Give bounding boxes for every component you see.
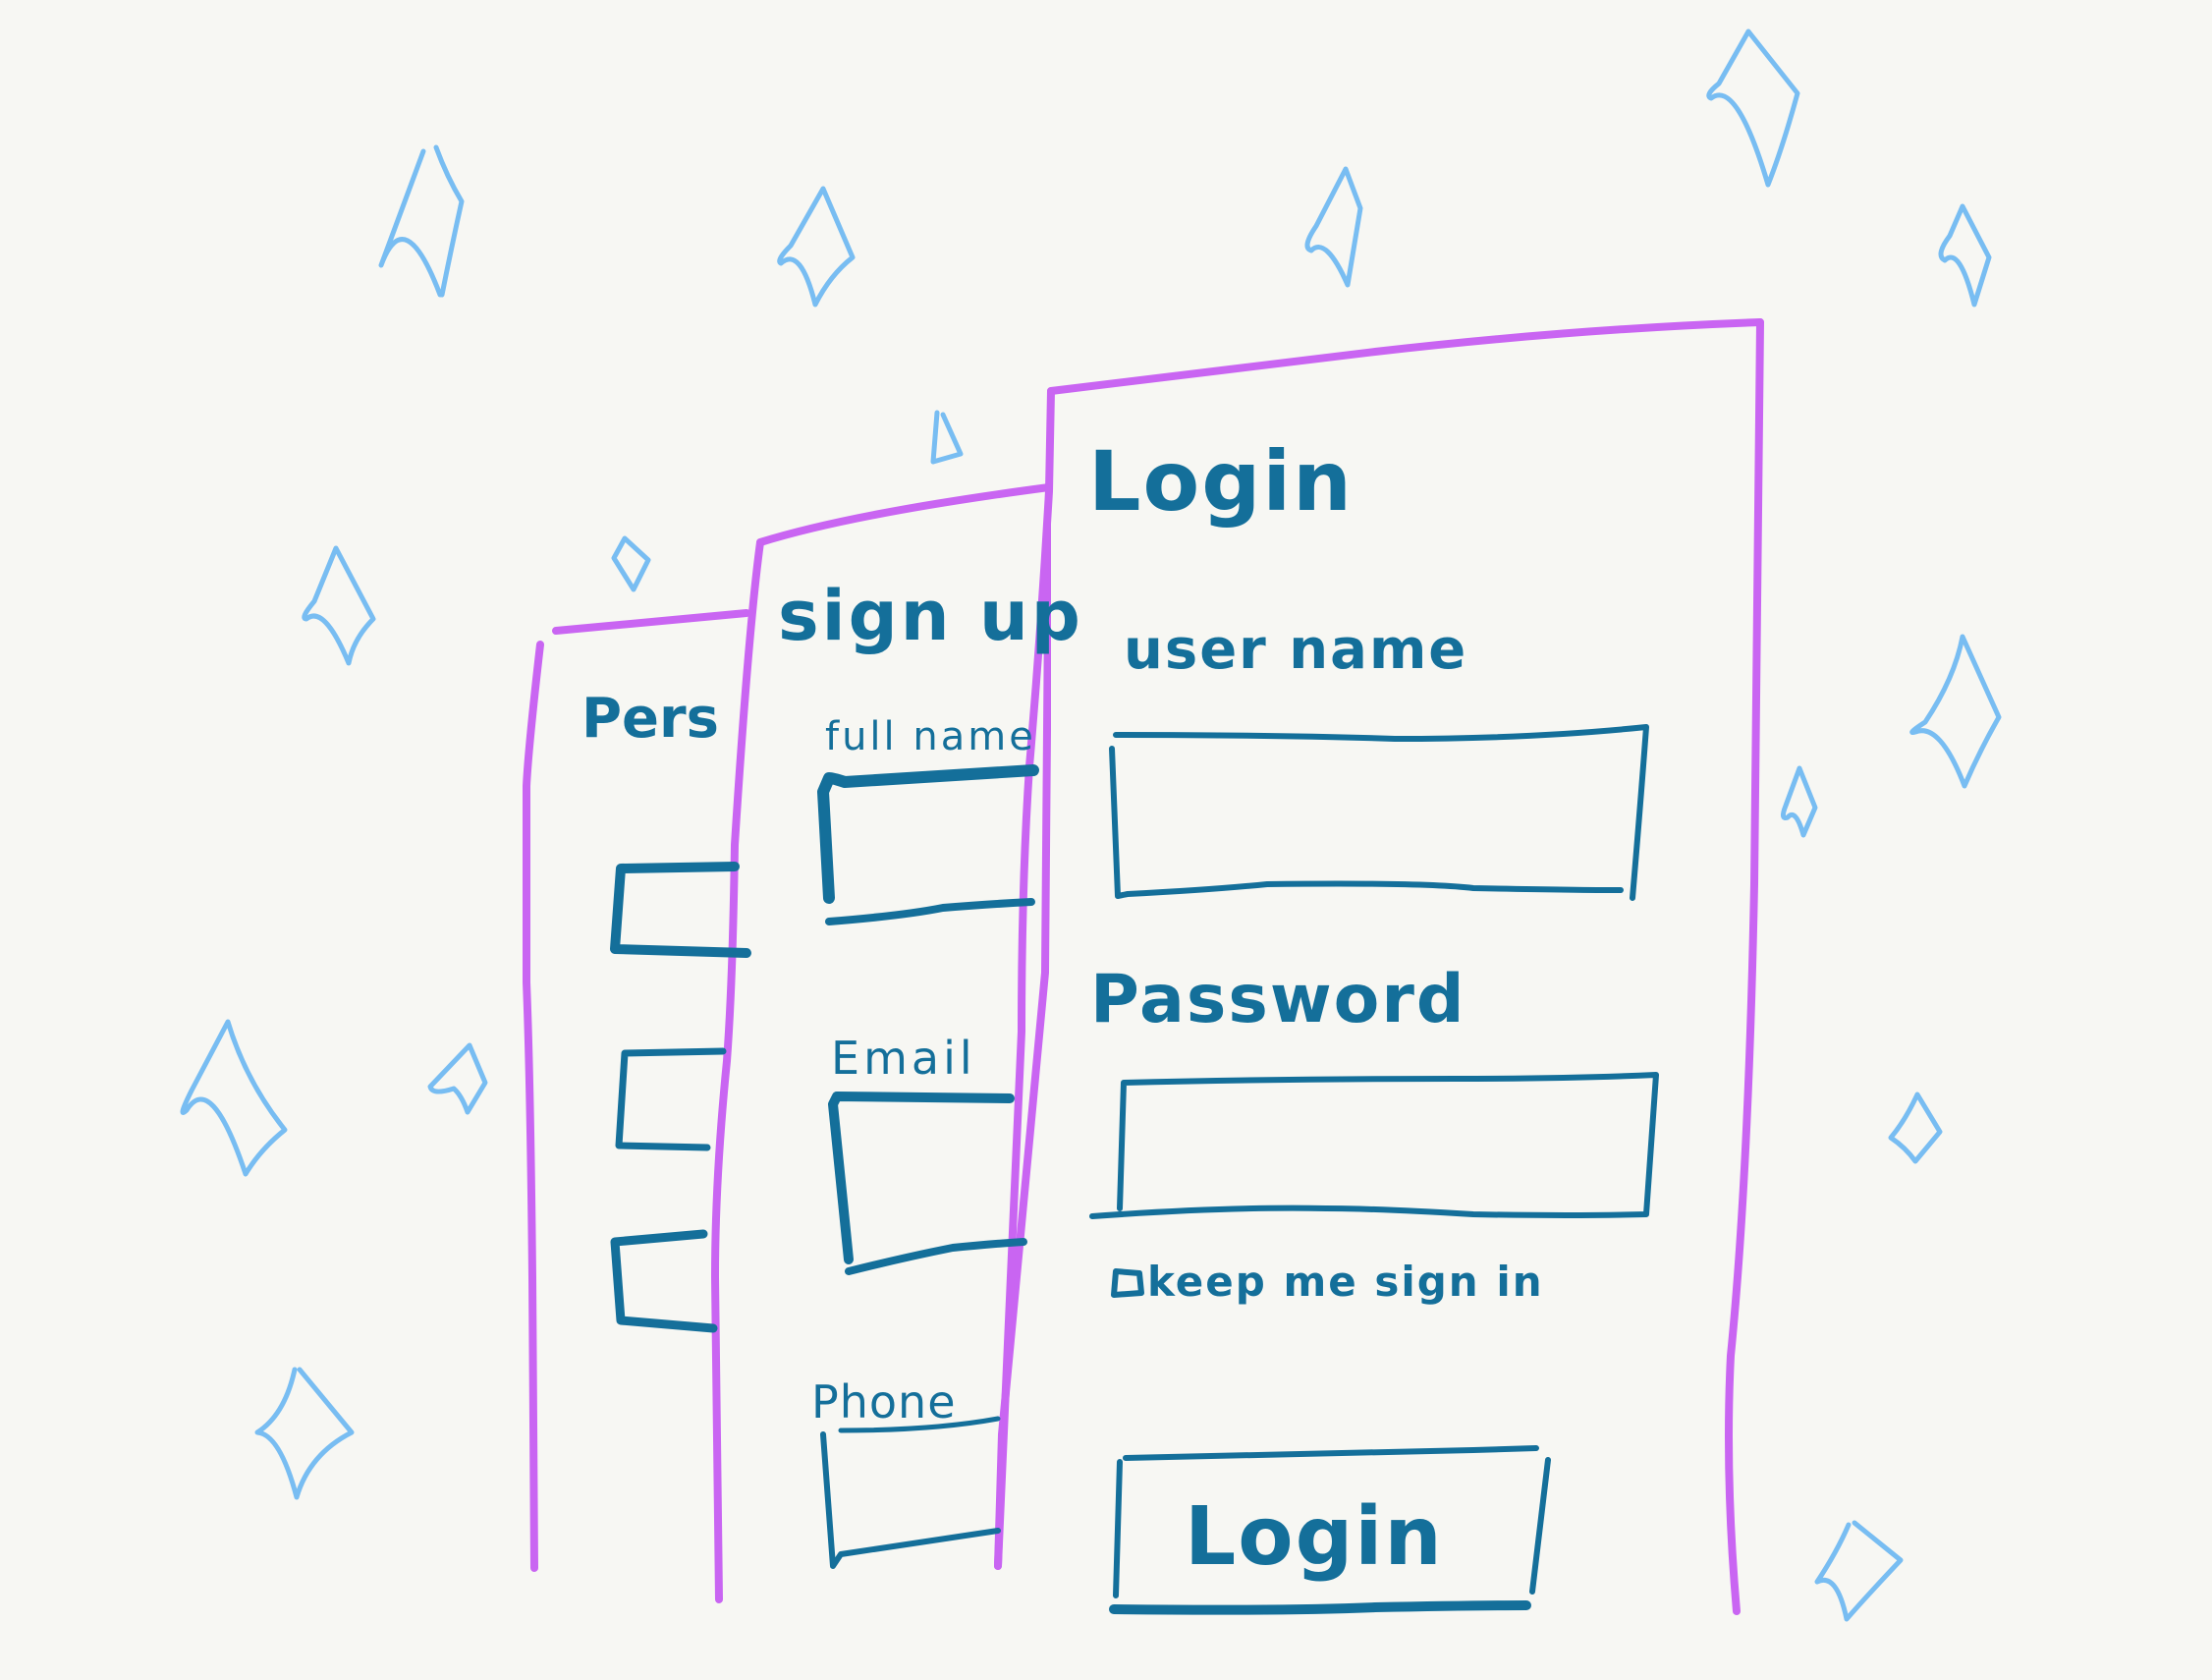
login-button-outline xyxy=(1113,1445,1551,1598)
sparkle-icon xyxy=(777,186,856,308)
sparkle-icon xyxy=(1909,634,2002,789)
login-card xyxy=(994,318,1764,1615)
signup-card-title: sign up xyxy=(778,576,1083,656)
sparkle-icon xyxy=(611,535,651,592)
phone-input[interactable] xyxy=(827,1432,998,1552)
sparkle-icon xyxy=(254,1367,355,1500)
personal-card xyxy=(523,609,750,1572)
personal-box-1-outline xyxy=(610,862,751,958)
sparkle-icon xyxy=(302,545,376,666)
username-input[interactable] xyxy=(1120,739,1634,878)
sparkle-icon xyxy=(427,1042,488,1115)
username-label: user name xyxy=(1124,618,1468,682)
personal-box-2-outline xyxy=(615,1047,727,1151)
password-input[interactable] xyxy=(1126,1085,1640,1204)
keep-signed-in-checkbox[interactable] xyxy=(1110,1265,1143,1299)
password-label: Password xyxy=(1090,961,1466,1038)
sparkle-icon xyxy=(1706,28,1800,188)
email-input[interactable] xyxy=(837,1100,1008,1269)
login-card-fill xyxy=(1051,322,1760,1611)
personal-field-2[interactable] xyxy=(625,1055,727,1146)
keep-signed-in-label: keep me sign in xyxy=(1147,1258,1544,1306)
email-label: Email xyxy=(831,1032,976,1085)
phone-label: Phone xyxy=(811,1375,957,1428)
fullname-label: full name xyxy=(825,714,1036,759)
phone-box-outline xyxy=(838,1416,1001,1433)
sparkle-icon xyxy=(1938,203,1992,308)
sparkle-icon xyxy=(1304,166,1363,288)
personal-box-3-outline xyxy=(610,1229,718,1333)
personal-card-title: Pers xyxy=(581,687,719,751)
login-card-title: Login xyxy=(1088,433,1354,530)
username-box-outline xyxy=(1113,724,1649,901)
fullname-input[interactable] xyxy=(827,778,1018,898)
sparkle-icon xyxy=(180,1019,288,1177)
password-box-outline xyxy=(1089,1072,1659,1219)
login-button[interactable] xyxy=(1116,1450,1544,1607)
login-button-label: Login xyxy=(1185,1490,1444,1584)
sparkle-icon xyxy=(1780,765,1818,838)
sparkle-icon xyxy=(930,410,964,465)
sparkle-icon xyxy=(378,144,465,298)
personal-field-3[interactable] xyxy=(619,1242,721,1322)
sparkle-icon xyxy=(1888,1092,1943,1164)
personal-field-1[interactable] xyxy=(619,872,731,943)
sparkle-icon xyxy=(1814,1520,1904,1622)
keep-signed-in-checkbox-outline xyxy=(1111,1268,1144,1298)
